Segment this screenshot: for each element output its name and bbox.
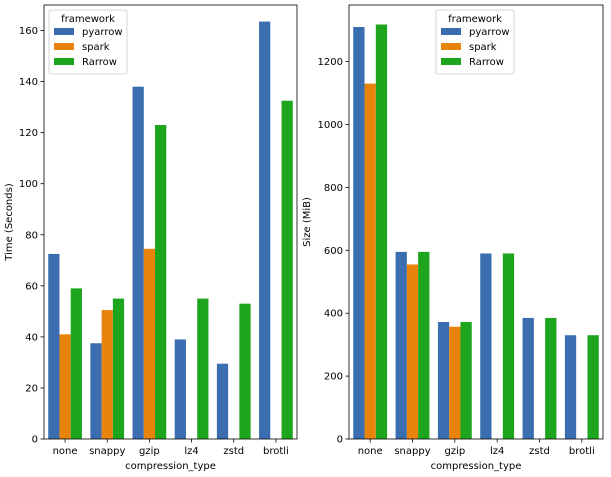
bar-Rarrow-gzip (460, 322, 472, 439)
legend-label-Rarrow: Rarrow (469, 57, 504, 68)
legend-swatch-Rarrow (54, 58, 74, 65)
x-axis-label: compression_type (125, 461, 216, 472)
y-tick-label: 140 (19, 77, 38, 88)
bar-Rarrow-snappy (112, 298, 125, 439)
bar-spark-none (59, 334, 71, 439)
plot-frame (348, 4, 604, 440)
legend-label-pyarrow: pyarrow (82, 27, 123, 38)
y-tick-label: 0 (32, 435, 38, 446)
bar-spark-none (364, 83, 376, 440)
bar-Rarrow-gzip (155, 124, 167, 440)
x-tick-label: brotli (263, 446, 289, 457)
y-tick-label: 20 (25, 383, 38, 394)
legend-swatch-pyarrow (54, 28, 74, 35)
y-tick-label: 400 (324, 309, 343, 320)
x-tick-label: none (53, 446, 78, 457)
bar-spark-snappy (101, 310, 113, 439)
legend-swatch-spark (441, 43, 461, 50)
bar-pyarrow-brotli (259, 21, 271, 440)
bar-spark-snappy (406, 264, 419, 439)
bar-pyarrow-snappy (90, 343, 102, 439)
bar-pyarrow-none (353, 27, 365, 439)
legend-title: framework (448, 14, 502, 25)
bar-spark-gzip (143, 248, 156, 439)
bar-pyarrow-lz4 (480, 253, 492, 439)
bar-Rarrow-none (375, 24, 388, 439)
bar-spark-gzip (449, 326, 461, 439)
y-tick-label: 160 (19, 26, 38, 37)
time-chart: 0 20 40 60 80 100 120 140 160 none snappy gzip lz4 zs… (4, 4, 298, 472)
x-tick-label: snappy (394, 446, 430, 457)
bar-pyarrow-snappy (395, 251, 407, 439)
y-tick-label: 80 (25, 230, 38, 241)
legend-label-spark: spark (469, 42, 497, 53)
y-tick-label: 1000 (318, 120, 343, 131)
x-tick-label: gzip (139, 446, 160, 457)
bar-pyarrow-none (48, 253, 60, 439)
bar-Rarrow-zstd (239, 303, 251, 439)
bar-pyarrow-zstd (216, 363, 229, 439)
legend-title: framework (61, 14, 115, 25)
legend-label-Rarrow: Rarrow (82, 57, 117, 68)
y-axis-label: Time (Seconds) (4, 183, 15, 262)
y-axis-label: Size (MiB) (302, 197, 313, 247)
x-tick-label: snappy (89, 446, 125, 457)
bar-pyarrow-brotli (564, 335, 577, 439)
bar-pyarrow-lz4 (174, 339, 186, 439)
legend-label-pyarrow: pyarrow (469, 27, 510, 38)
bar-Rarrow-brotli (281, 100, 293, 440)
x-tick-label: lz4 (490, 446, 504, 457)
x-tick-label: zstd (223, 446, 244, 457)
bar-Rarrow-none (70, 288, 82, 439)
legend-swatch-pyarrow (441, 28, 461, 35)
y-tick-label: 120 (19, 128, 38, 139)
y-tick-label: 800 (324, 183, 343, 194)
bar-Rarrow-brotli (587, 335, 599, 439)
x-tick-label: none (358, 446, 383, 457)
legend-swatch-spark (54, 43, 74, 50)
y-tick-label: 0 (337, 435, 343, 446)
x-tick-label: lz4 (184, 446, 198, 457)
y-tick-label: 600 (324, 246, 343, 257)
x-axis-label: compression_type (431, 461, 522, 472)
legend-label-spark: spark (82, 42, 110, 53)
y-tick-label: 200 (324, 372, 343, 383)
y-tick-label: 1200 (318, 57, 343, 68)
legend: framework pyarrow spark Rarrow (48, 9, 128, 75)
x-tick-label: gzip (444, 446, 465, 457)
x-tick-label: brotli (569, 446, 595, 457)
bar-Rarrow-lz4 (502, 253, 515, 439)
y-tick-label: 40 (25, 332, 38, 343)
size-chart: 0 200 400 600 800 1000 1200 none snappy gzip lz4 zs… (302, 4, 604, 472)
bar-pyarrow-zstd (522, 317, 534, 439)
bar-pyarrow-gzip (437, 322, 450, 439)
bar-pyarrow-gzip (132, 86, 144, 439)
plot-frame (43, 4, 298, 440)
bar-Rarrow-lz4 (197, 298, 209, 439)
legend-swatch-Rarrow (441, 58, 461, 65)
y-tick-label: 100 (19, 179, 38, 190)
x-tick-label: zstd (529, 446, 550, 457)
bar-Rarrow-zstd (545, 317, 557, 439)
bar-Rarrow-snappy (418, 251, 430, 439)
legend: framework pyarrow spark Rarrow (435, 9, 515, 75)
y-tick-label: 60 (25, 281, 38, 292)
